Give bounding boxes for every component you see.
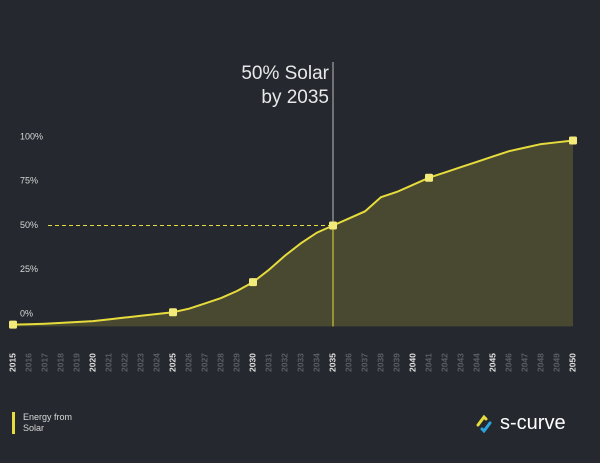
x-tick-label: 2044 [471, 353, 481, 372]
annotation-text: 50% Solar [241, 63, 329, 84]
x-tick-label: 2023 [135, 353, 145, 372]
legend-swatch [12, 412, 15, 434]
x-tick-label: 2040 [407, 353, 417, 372]
area [13, 140, 573, 327]
x-tick-label: 2027 [199, 353, 209, 372]
x-tick-label: 2032 [279, 353, 289, 372]
x-tick-label: 2015 [7, 353, 17, 372]
point-marker [9, 320, 17, 329]
x-tick-label: 2028 [215, 353, 225, 372]
x-tick-label: 2049 [551, 353, 561, 372]
point-marker [249, 278, 257, 287]
x-tick-label: 2050 [567, 353, 577, 372]
x-tick-label: 2026 [183, 353, 193, 372]
x-tick-label: 2016 [23, 353, 33, 372]
y-tick-label: 25% [20, 264, 38, 274]
x-tick-label: 2043 [455, 353, 465, 372]
x-tick-label: 2041 [423, 353, 433, 372]
x-tick-label: 2030 [247, 353, 257, 372]
x-tick-label: 2020 [87, 353, 97, 372]
logo-text: s-curve [500, 412, 566, 434]
x-tick-label: 2046 [503, 353, 513, 372]
point-marker [329, 221, 337, 230]
chart: 0% 25% 50% 75% 100% 50% Solar by 2035 2015 2016 2… [7, 62, 577, 372]
annotation-text: by 2035 [261, 87, 329, 108]
x-tick-label: 2033 [295, 353, 305, 372]
x-tick-label: 2034 [311, 353, 321, 372]
y-tick-label: 50% [20, 220, 38, 230]
point-marker [569, 136, 577, 145]
y-tick-label: 75% [20, 176, 38, 186]
x-tick-label: 2031 [263, 353, 273, 372]
point-marker [169, 308, 177, 317]
x-tick-label: 2017 [39, 353, 49, 372]
x-tick-label: 2025 [167, 353, 177, 372]
x-tick-label: 2042 [439, 353, 449, 372]
x-tick-label: 2029 [231, 353, 241, 372]
line [12, 139, 574, 326]
x-tick-label: 2018 [55, 353, 65, 372]
x-tick-label: 2024 [151, 353, 161, 372]
legend: Energy from Solar [12, 412, 85, 434]
legend-label: Energy from Solar [23, 412, 73, 433]
logo: s-curve [474, 412, 566, 435]
x-tick-label: 2036 [343, 353, 353, 372]
y-tick-label: 100% [20, 131, 43, 141]
x-tick-label: 2047 [519, 353, 529, 372]
x-tick-label: 2021 [103, 353, 113, 372]
point-marker [425, 173, 433, 182]
x-tick-label: 2037 [359, 353, 369, 372]
x-tick-label: 2045 [487, 353, 497, 372]
x-tick-label: 2035 [327, 353, 337, 372]
x-tick-label: 2019 [71, 353, 81, 372]
x-tick-label: 2022 [119, 353, 129, 372]
y-tick-label: 0% [20, 308, 33, 318]
logo-icon [476, 414, 492, 433]
x-tick-label: 2039 [391, 353, 401, 372]
x-tick-label: 2038 [375, 353, 385, 372]
x-tick-label: 2048 [535, 353, 545, 372]
